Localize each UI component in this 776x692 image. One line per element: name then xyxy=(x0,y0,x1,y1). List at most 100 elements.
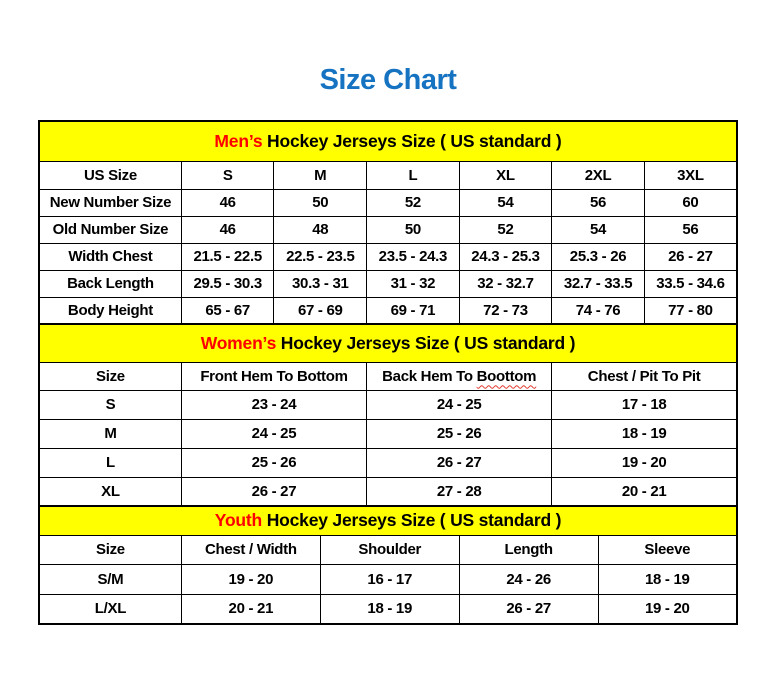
youth-title-highlight: Youth xyxy=(214,510,263,531)
row-label: Old Number Size xyxy=(38,215,182,244)
value-cell: 31 - 32 xyxy=(366,269,460,298)
value-cell: 48 xyxy=(273,215,368,244)
mens-column-header-row: US Size S M L XL 2XL 3XL xyxy=(38,160,738,190)
size-chart-tables: Men’s Hockey Jerseys Size ( US standard … xyxy=(38,120,738,625)
mens-title-rest: Hockey Jerseys Size ( US standard ) xyxy=(262,130,562,151)
row-label: S/M xyxy=(38,563,182,595)
col-header-3xl: 3XL xyxy=(643,160,738,190)
table-row-back-length: Back Length 29.5 - 30.3 30.3 - 31 31 - 3… xyxy=(38,269,738,298)
mens-size-table: Men’s Hockey Jerseys Size ( US standard … xyxy=(38,120,738,325)
value-cell: 69 - 71 xyxy=(366,296,460,325)
value-cell: 21.5 - 22.5 xyxy=(180,242,275,271)
col-header-back-hem: Back Hem To Boottom xyxy=(366,361,553,391)
mens-section-band: Men’s Hockey Jerseys Size ( US standard … xyxy=(38,120,738,162)
value-cell: 46 xyxy=(180,188,275,217)
row-label: XL xyxy=(38,476,182,507)
value-cell: 25.3 - 26 xyxy=(551,242,645,271)
col-header-chest-pit: Chest / Pit To Pit xyxy=(551,361,738,391)
value-cell: 18 - 19 xyxy=(319,593,460,625)
value-cell: 19 - 20 xyxy=(597,593,738,625)
table-row-youth-sm: S/M 19 - 20 16 - 17 24 - 26 18 - 19 xyxy=(38,563,738,595)
table-row-womens-l: L 25 - 26 26 - 27 19 - 20 xyxy=(38,447,738,478)
value-cell: 23 - 24 xyxy=(180,389,368,420)
value-cell: 50 xyxy=(273,188,368,217)
row-label: New Number Size xyxy=(38,188,182,217)
value-cell: 60 xyxy=(643,188,738,217)
table-row-womens-s: S 23 - 24 24 - 25 17 - 18 xyxy=(38,389,738,420)
table-row-body-height: Body Height 65 - 67 67 - 69 69 - 71 72 -… xyxy=(38,296,738,325)
value-cell: 19 - 20 xyxy=(180,563,321,595)
back-hem-prefix: Back Hem To xyxy=(382,367,477,385)
mens-title-highlight: Men’s xyxy=(214,130,263,151)
value-cell: 17 - 18 xyxy=(551,389,738,420)
table-row-old-number-size: Old Number Size 46 48 50 52 54 56 xyxy=(38,215,738,244)
col-header-m: M xyxy=(273,160,368,190)
value-cell: 32 - 32.7 xyxy=(458,269,553,298)
value-cell: 20 - 21 xyxy=(551,476,738,507)
col-header-size: Size xyxy=(38,361,182,391)
value-cell: 74 - 76 xyxy=(551,296,645,325)
row-label: Body Height xyxy=(38,296,182,325)
value-cell: 18 - 19 xyxy=(597,563,738,595)
row-label: L/XL xyxy=(38,593,182,625)
youth-section-title: Youth Hockey Jerseys Size ( US standard … xyxy=(38,505,738,536)
youth-column-header-row: Size Chest / Width Shoulder Length Sleev… xyxy=(38,534,738,565)
value-cell: 54 xyxy=(551,215,645,244)
row-label: L xyxy=(38,447,182,478)
value-cell: 24 - 25 xyxy=(366,389,553,420)
youth-title-rest: Hockey Jerseys Size ( US standard ) xyxy=(262,510,562,531)
value-cell: 25 - 26 xyxy=(180,447,368,478)
value-cell: 56 xyxy=(643,215,738,244)
womens-title-highlight: Women’s xyxy=(200,332,277,353)
womens-size-table: Women’s Hockey Jerseys Size ( US standar… xyxy=(38,323,738,507)
value-cell: 22.5 - 23.5 xyxy=(273,242,368,271)
value-cell: 23.5 - 24.3 xyxy=(366,242,460,271)
col-header-sleeve: Sleeve xyxy=(597,534,738,565)
value-cell: 67 - 69 xyxy=(273,296,368,325)
table-row-womens-m: M 24 - 25 25 - 26 18 - 19 xyxy=(38,418,738,449)
value-cell: 52 xyxy=(366,188,460,217)
value-cell: 26 - 27 xyxy=(643,242,738,271)
value-cell: 26 - 27 xyxy=(458,593,599,625)
value-cell: 77 - 80 xyxy=(643,296,738,325)
row-label: Width Chest xyxy=(38,242,182,271)
col-header-front-hem: Front Hem To Bottom xyxy=(180,361,368,391)
womens-title-rest: Hockey Jerseys Size ( US standard ) xyxy=(276,332,576,353)
col-header-us-size: US Size xyxy=(38,160,182,190)
col-header-shoulder: Shoulder xyxy=(319,534,460,565)
value-cell: 50 xyxy=(366,215,460,244)
value-cell: 24.3 - 25.3 xyxy=(458,242,553,271)
womens-section-band: Women’s Hockey Jerseys Size ( US standar… xyxy=(38,323,738,363)
value-cell: 29.5 - 30.3 xyxy=(180,269,275,298)
value-cell: 72 - 73 xyxy=(458,296,553,325)
womens-section-title: Women’s Hockey Jerseys Size ( US standar… xyxy=(38,323,738,363)
col-header-chest-width: Chest / Width xyxy=(180,534,321,565)
youth-size-table: Youth Hockey Jerseys Size ( US standard … xyxy=(38,505,738,625)
value-cell: 27 - 28 xyxy=(366,476,553,507)
col-header-length: Length xyxy=(458,534,599,565)
value-cell: 19 - 20 xyxy=(551,447,738,478)
value-cell: 54 xyxy=(458,188,553,217)
value-cell: 32.7 - 33.5 xyxy=(551,269,645,298)
page-title: Size Chart xyxy=(319,64,457,96)
value-cell: 26 - 27 xyxy=(180,476,368,507)
value-cell: 52 xyxy=(458,215,553,244)
table-row-youth-lxl: L/XL 20 - 21 18 - 19 26 - 27 19 - 20 xyxy=(38,593,738,625)
value-cell: 18 - 19 xyxy=(551,418,738,449)
col-header-size: Size xyxy=(38,534,182,565)
table-row-womens-xl: XL 26 - 27 27 - 28 20 - 21 xyxy=(38,476,738,507)
value-cell: 33.5 - 34.6 xyxy=(643,269,738,298)
value-cell: 24 - 25 xyxy=(180,418,368,449)
misspelled-word-underlined: Boottom xyxy=(476,367,537,385)
col-header-xl: XL xyxy=(458,160,553,190)
col-header-s: S xyxy=(180,160,275,190)
value-cell: 24 - 26 xyxy=(458,563,599,595)
value-cell: 56 xyxy=(551,188,645,217)
col-header-l: L xyxy=(366,160,460,190)
value-cell: 65 - 67 xyxy=(180,296,275,325)
row-label: S xyxy=(38,389,182,420)
value-cell: 20 - 21 xyxy=(180,593,321,625)
value-cell: 30.3 - 31 xyxy=(273,269,368,298)
row-label: Back Length xyxy=(38,269,182,298)
